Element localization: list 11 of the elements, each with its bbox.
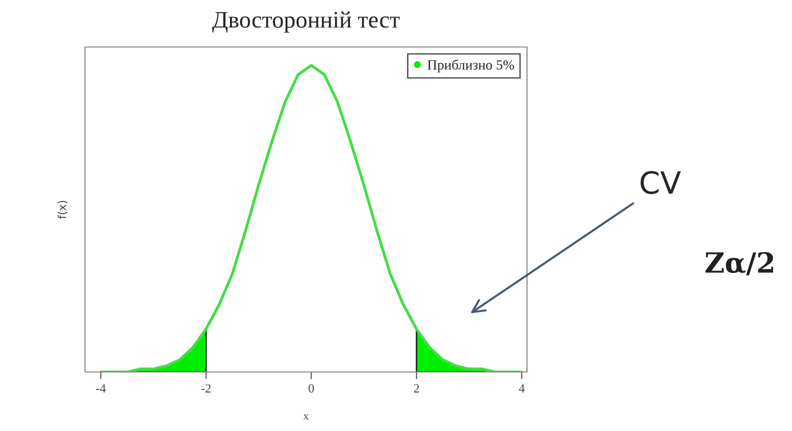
x-tick-label: 2 [414, 384, 419, 392]
x-tick-label: -4 [96, 384, 106, 392]
legend-label: Приблизно 5% [428, 60, 514, 72]
x-tick-label: -2 [201, 384, 211, 392]
x-tick-label: 4 [518, 384, 525, 392]
x-axis-title: x [303, 414, 309, 420]
chart-title: Двосторонній тест [212, 11, 400, 33]
text: Zα/2 [705, 252, 774, 276]
y-axis-title: f(x) [58, 200, 68, 219]
x-tick-label: 0 [308, 384, 314, 393]
text: CV [640, 170, 681, 194]
